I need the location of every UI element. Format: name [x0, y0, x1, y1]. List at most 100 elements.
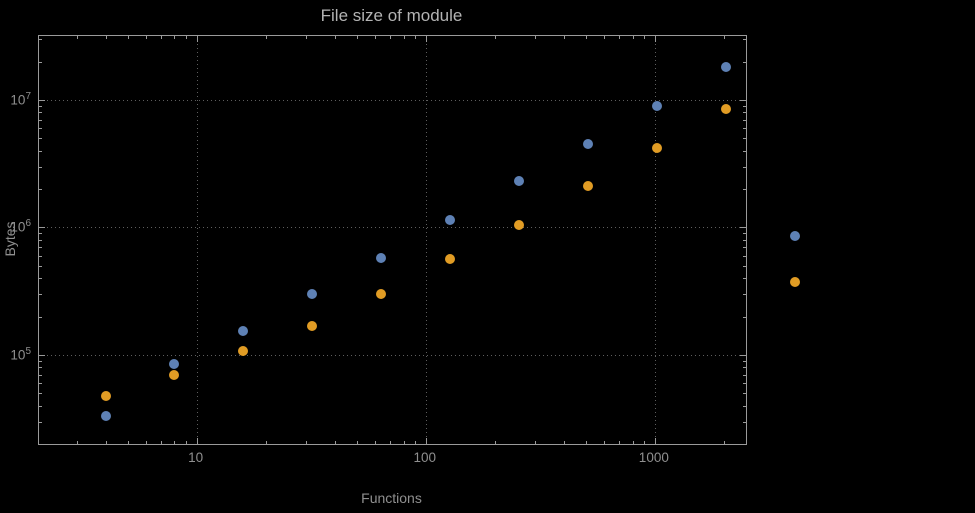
y-axis-tick — [743, 189, 746, 190]
y-axis-tick — [39, 61, 42, 63]
x-axis-tick — [145, 441, 147, 444]
y-axis-tick — [743, 393, 746, 395]
y-axis-tick — [39, 166, 42, 168]
data-point-blue-series — [307, 289, 318, 300]
x-axis-tick — [644, 36, 646, 39]
y-tick-label: 105 — [10, 345, 31, 363]
x-axis-tick — [196, 438, 198, 444]
y-axis-tick — [39, 444, 42, 445]
y-axis-tick — [39, 99, 45, 101]
x-tick-label: 1000 — [638, 450, 669, 465]
y-axis-tick — [39, 128, 42, 130]
data-point-orange-series — [583, 181, 594, 192]
data-point-blue-series — [169, 358, 180, 369]
x-axis-tick — [334, 441, 336, 444]
y-axis-tick — [39, 255, 42, 257]
x-axis-tick — [563, 36, 565, 39]
y-axis-tick — [39, 189, 42, 190]
x-axis-tick — [535, 36, 537, 39]
x-axis-tick — [403, 36, 405, 39]
data-point-orange-series — [721, 103, 732, 114]
y-axis-tick — [39, 119, 42, 121]
x-axis-tick — [390, 36, 392, 39]
y-axis-tick — [39, 360, 42, 362]
data-point-blue-series — [583, 139, 594, 150]
y-axis-tick — [39, 374, 42, 376]
data-point-orange-series — [100, 390, 111, 401]
y-axis-tick — [743, 421, 746, 423]
y-axis-tick — [743, 138, 746, 140]
x-axis-tick — [356, 441, 358, 444]
y-axis-tick — [39, 316, 42, 318]
x-axis-tick — [334, 36, 336, 39]
y-axis-tick — [740, 354, 746, 356]
y-axis-tick — [743, 360, 746, 362]
y-axis-tick — [743, 239, 746, 241]
x-axis-tick — [265, 441, 267, 444]
x-axis-tick — [127, 36, 129, 39]
x-axis-label: Functions — [361, 490, 422, 506]
y-axis-tick — [39, 265, 42, 267]
x-axis-tick — [585, 36, 587, 39]
y-axis-tick — [39, 112, 42, 114]
y-axis-tick — [39, 227, 45, 229]
x-axis-tick — [186, 441, 188, 444]
x-axis-tick — [425, 438, 427, 444]
data-point-orange-series — [445, 254, 456, 265]
y-axis-tick — [743, 105, 746, 107]
y-axis-tick — [743, 39, 746, 41]
y-axis-tick — [39, 294, 42, 296]
x-axis-tick — [196, 36, 198, 42]
x-axis-tick — [619, 441, 621, 444]
data-point-orange-series — [238, 345, 249, 356]
y-axis-tick — [39, 421, 42, 423]
data-point-orange-series — [652, 142, 663, 153]
x-axis-tick — [265, 36, 267, 39]
data-point-blue-series — [790, 230, 801, 241]
x-axis-tick — [127, 441, 129, 444]
y-axis-tick — [39, 105, 42, 107]
x-axis-tick — [305, 441, 307, 444]
data-point-blue-series — [238, 325, 249, 336]
y-axis-tick — [743, 444, 746, 445]
y-axis-tick — [743, 265, 746, 267]
x-axis-tick — [161, 441, 163, 444]
y-axis-tick — [743, 367, 746, 369]
data-point-blue-series — [514, 176, 525, 187]
data-point-orange-series — [376, 289, 387, 300]
y-axis-tick — [39, 354, 45, 356]
y-axis-tick — [39, 278, 42, 280]
data-point-blue-series — [652, 100, 663, 111]
y-axis-tick — [743, 294, 746, 296]
x-axis-tick — [105, 36, 107, 39]
y-axis-tick — [743, 150, 746, 152]
y-axis-tick — [743, 112, 746, 114]
y-gridline — [39, 354, 746, 356]
x-axis-tick — [415, 441, 417, 444]
x-gridline — [425, 36, 427, 444]
x-axis-tick — [145, 36, 147, 39]
y-axis-tick — [39, 150, 42, 152]
y-axis-tick — [39, 233, 42, 235]
y-axis-tick — [743, 278, 746, 280]
x-axis-tick — [535, 441, 537, 444]
x-tick-label: 100 — [413, 450, 437, 465]
x-axis-tick — [390, 441, 392, 444]
data-point-blue-series — [100, 411, 111, 422]
x-axis-tick — [632, 36, 634, 39]
chart-title: File size of module — [320, 6, 463, 25]
x-axis-tick — [76, 441, 78, 444]
x-axis-tick — [723, 441, 725, 444]
plot-area — [38, 35, 801, 445]
data-point-blue-series — [376, 252, 387, 263]
y-axis-tick — [743, 128, 746, 130]
x-axis-tick — [186, 36, 188, 39]
y-gridline — [39, 227, 746, 229]
x-gridline — [196, 36, 198, 444]
x-axis-tick — [174, 441, 176, 444]
y-axis-tick — [740, 227, 746, 229]
y-axis-tick — [743, 119, 746, 121]
y-axis-tick — [39, 367, 42, 369]
y-tick-label: 106 — [10, 218, 31, 235]
x-axis-tick — [403, 441, 405, 444]
